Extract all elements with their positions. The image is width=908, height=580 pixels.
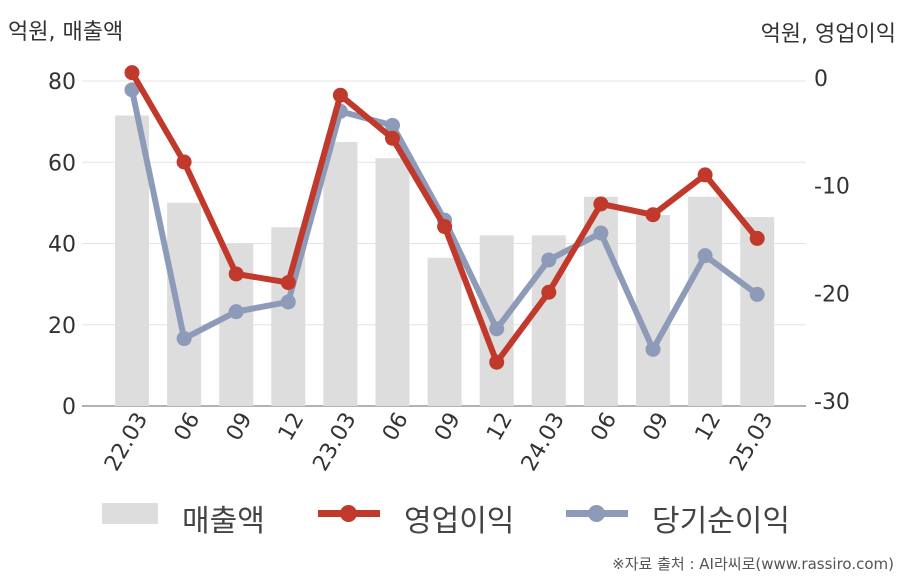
net-income-point [593,225,609,241]
operating-profit-point [228,266,244,282]
revenue-bar [636,215,670,406]
x-tick-label: 22.03 [100,409,153,476]
x-tick-label: 06 [170,409,206,446]
legend-swatch-revenue [102,503,158,524]
legend-label-net-income: 당기순이익 [652,504,790,539]
right-tick-label: -10 [814,175,850,200]
legend-label-operating-profit: 영업이익 [404,504,515,539]
revenue-bar [323,141,358,406]
profit-lines [124,65,765,370]
revenue-bar [427,257,462,406]
legend-marker-operating-profit [340,505,357,522]
operating-profit-point [124,65,140,81]
revenue-bar [167,202,202,406]
revenue-bar [479,235,514,406]
net-income-point [697,248,713,264]
right-axis-ticks: 0 -10 -20 -30 [814,67,850,415]
operating-profit-point [541,284,557,300]
revenue-bar [375,158,410,406]
legend-label-revenue: 매출액 [182,504,265,539]
operating-profit-point [593,196,609,212]
net-income-point [385,117,400,133]
right-tick-label: -20 [814,282,850,307]
net-income-point [228,304,244,320]
net-income-point [280,294,296,310]
source-note: ※자료 출처 : AI라씨로(www.rassiro.com) [612,555,894,573]
operating-profit-point [437,219,453,235]
operating-profit-point [385,130,400,146]
right-axis-title: 억원, 영업이익 [760,22,896,47]
left-tick-label: 80 [48,70,76,95]
net-income-point [541,252,557,268]
x-tick-label: 09 [222,409,258,446]
operating-profit-point [489,354,505,370]
x-tick-label: 23.03 [308,409,361,476]
left-tick-label: 40 [48,233,76,258]
revenue-bars [115,115,775,406]
left-axis-title: 억원, 매출액 [8,20,124,45]
x-tick-label: 12 [691,409,727,446]
operating-profit-point [176,154,192,170]
net-income-point [176,331,192,347]
net-income-point [124,82,140,98]
operating-profit-point [749,230,765,246]
right-tick-label: 0 [814,67,828,92]
operating-profit-point [332,87,348,103]
x-tick-label: 06 [378,409,414,446]
net-income-point [489,321,505,337]
net-income-point [749,286,765,302]
left-tick-label: 0 [62,395,76,420]
x-tick-label: 09 [639,409,675,446]
x-tick-label: 12 [482,409,518,446]
left-tick-label: 20 [48,314,76,339]
x-tick-label: 24.03 [517,409,570,476]
x-tick-label: 12 [274,409,310,446]
left-tick-label: 60 [48,151,76,176]
x-tick-label: 06 [586,409,622,446]
x-tick-label: 09 [430,409,466,446]
legend-marker-net-income [588,505,605,522]
operating-profit-point [280,275,296,291]
legend: 매출액 영업이익 당기순이익 [0,494,908,539]
revenue-bar [688,196,723,406]
revenue-bar [115,115,149,406]
right-tick-label: -30 [814,390,850,415]
x-tick-label: 25.03 [725,409,778,476]
revenue-bar [740,217,775,406]
left-axis-ticks: 0 20 40 60 80 [48,70,76,420]
operating-profit-point [645,207,661,223]
operating-profit-point [697,167,713,183]
net-income-point [645,341,661,357]
